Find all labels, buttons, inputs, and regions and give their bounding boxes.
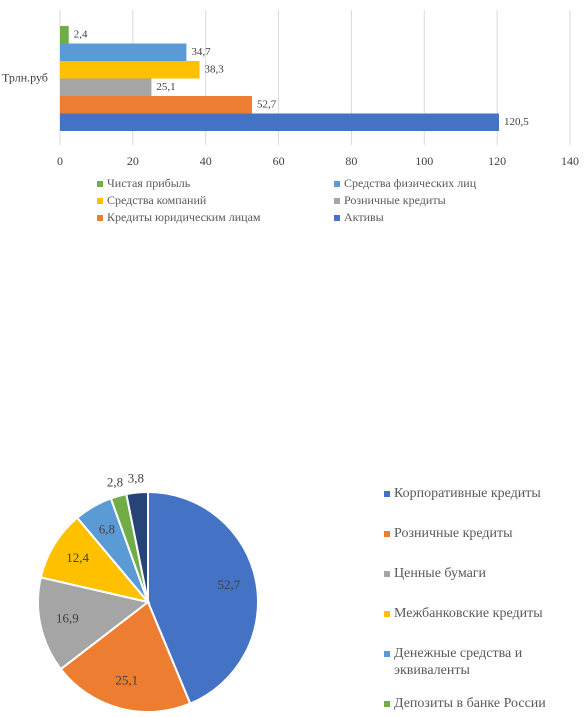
bar [60,61,200,79]
legend-text: Розничные кредиты [344,193,446,207]
legend-marker [97,181,103,187]
x-tick-label: 0 [57,154,63,168]
legend-text: Чистая прибыль [107,176,191,190]
legend-item: Денежные средства и эквиваленты [384,645,569,679]
x-tick-label: 40 [200,154,212,168]
legend-text: Активы [344,210,384,224]
bar [60,78,152,96]
legend-marker [334,181,340,187]
bar [60,43,187,61]
legend-marker [384,491,390,497]
x-tick-label: 20 [127,154,139,168]
legend-marker [384,611,390,617]
legend-marker [97,215,103,221]
pie-slice [39,516,151,604]
value-label: 12,4 [66,550,89,565]
value-label: 25,1 [156,81,175,93]
value-label: 120,5 [504,116,529,128]
legend-text: Корпоративные кредиты [394,486,541,501]
bar [60,113,499,131]
legend-marker [97,198,103,204]
legend-item: Средства физических лиц [334,175,519,192]
legend-text: Ценные бумаги [394,566,487,581]
bar [60,26,69,44]
legend-marker [334,215,340,221]
pie-slice [59,600,192,713]
value-label: 16,9 [56,611,79,626]
pie-slice [125,490,149,603]
value-label: 52,7 [218,577,241,592]
x-tick-label: 100 [415,154,433,168]
x-tick-label: 80 [345,154,357,168]
legend-item: Чистая прибыль [97,175,282,192]
legend-marker [334,198,340,204]
x-tick-label: 120 [488,154,506,168]
x-tick-label: 140 [561,154,579,168]
pie-slice [147,490,260,705]
legend-text: Денежные средства и эквиваленты [394,646,523,678]
value-label: 38,3 [205,63,225,75]
legend-marker [384,651,390,657]
legend-text: Кредиты юридическим лицам [107,210,261,224]
legend-text: Средства компаний [107,193,207,207]
legend-item: Активы [334,209,519,226]
y-category-label: Трлн.руб [2,70,48,84]
legend-text: Розничные кредиты [394,526,513,541]
legend-text: Депозиты в банке России [394,696,546,711]
value-label: 52,7 [257,98,277,110]
x-tick-label: 60 [273,154,285,168]
legend-item: Кредиты юридическим лицам [97,209,282,226]
legend-item: Розничные кредиты [384,525,569,542]
legend-text: Межбанковские кредиты [394,606,543,621]
legend-text: Средства физических лиц [344,176,477,190]
pie-slice [37,576,151,671]
value-label: 3,8 [128,470,144,485]
value-label: 34,7 [191,46,211,58]
legend-item: Корпоративные кредиты [384,485,569,502]
legend-item: Депозиты в банке России [384,695,569,712]
value-label: 2,4 [74,28,88,40]
legend-item: Ценные бумаги [384,565,569,582]
legend-item: Средства компаний [97,192,282,209]
legend-item: Межбанковские кредиты [384,605,569,622]
legend-item: Розничные кредиты [334,192,519,209]
value-label: 25,1 [115,673,138,688]
bar [60,96,252,114]
value-label: 2,8 [107,474,123,489]
legend-marker [384,701,390,707]
legend-marker [384,571,390,577]
value-label: 6,8 [99,521,115,536]
legend-marker [384,531,390,537]
